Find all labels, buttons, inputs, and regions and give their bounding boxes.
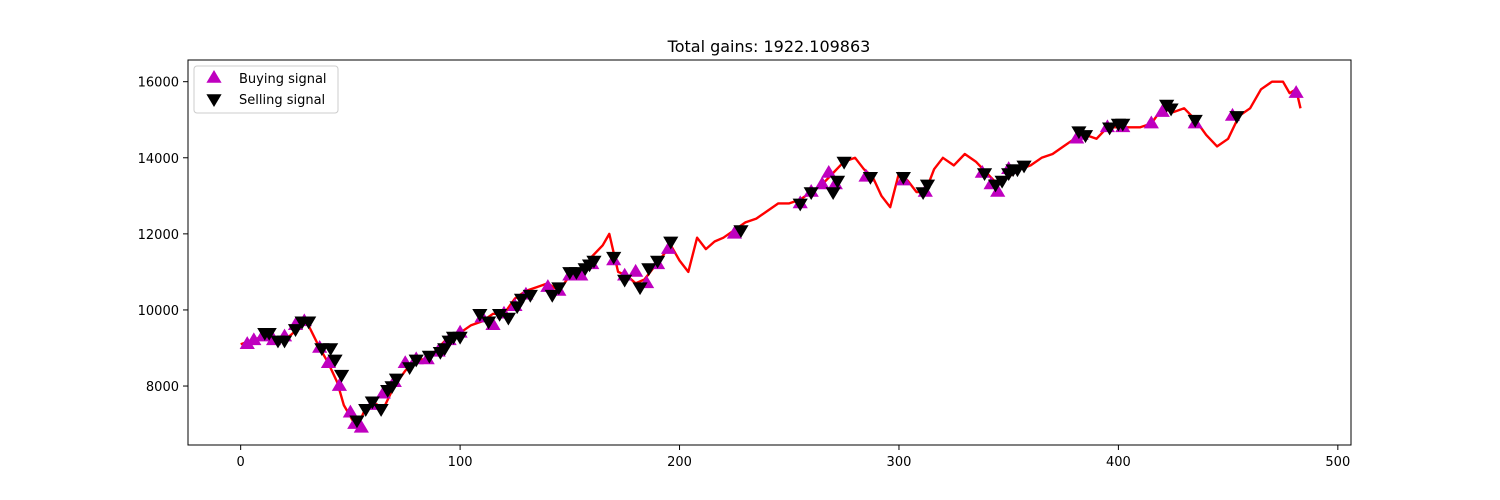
buy-signal-marker (342, 404, 358, 418)
y-tick-label: 14000 (138, 152, 179, 167)
sell-signal-marker (373, 404, 389, 417)
x-tick-label: 300 (887, 455, 912, 470)
buy-signal-marker (1154, 104, 1170, 117)
sell-signal-marker (513, 293, 530, 307)
sell-signal-marker (327, 354, 343, 368)
y-tick-label: 8000 (146, 380, 179, 395)
sell-signal-marker (301, 316, 317, 330)
buy-signal-marker (353, 419, 369, 433)
sell-signal-marker (632, 282, 648, 296)
sell-signal-marker (606, 251, 622, 265)
sell-signal-marker (1187, 114, 1203, 128)
buy-signal-marker (660, 241, 677, 254)
legend-buy-label: Buying signal (239, 72, 327, 87)
x-tick-label: 200 (667, 455, 692, 470)
y-axis: 8000 10000 12000 14000 16000 (138, 76, 188, 395)
sell-signal-marker (1229, 111, 1245, 124)
x-tick-label: 400 (1106, 455, 1131, 470)
x-tick-label: 100 (448, 455, 473, 470)
sell-signal-marker (551, 282, 567, 296)
sell-signal-marker (349, 415, 365, 429)
sell-signal-marker (261, 327, 277, 341)
buy-signal-marker (1143, 115, 1159, 129)
sell-signal-marker (1102, 122, 1118, 136)
sell-signal-marker (919, 179, 936, 193)
y-tick-label: 12000 (138, 228, 179, 243)
legend-sell-label: Selling signal (239, 93, 325, 108)
buy-signal-marker (331, 378, 348, 391)
sell-signal-marker (895, 171, 911, 185)
sell-signal-marker (994, 175, 1010, 189)
buy-signal-marker (1288, 85, 1304, 98)
sell-signal-marker (649, 255, 666, 269)
sell-signal-marker (829, 175, 846, 189)
sell-signal-marker (1163, 103, 1179, 117)
buy-signal-marker (814, 176, 830, 190)
sell-signal-marker (358, 404, 374, 417)
buy-signal-marker (540, 279, 556, 292)
sell-signal-marker (641, 263, 657, 277)
sell-signal-marker (334, 369, 350, 383)
legend-frame (193, 65, 339, 114)
sell-signal-marker (388, 373, 405, 387)
sell-signal-marker (825, 187, 841, 201)
sell-signal-marker (733, 225, 749, 239)
sell-signal-marker (276, 335, 293, 349)
sell-signal-marker (402, 362, 418, 376)
buy-signal-marker (239, 336, 255, 349)
buy-signal-marker (628, 263, 644, 277)
sell-signal-marker (792, 198, 808, 212)
sell-signal-marker (323, 343, 339, 356)
sell-signal-marker (408, 354, 424, 368)
x-tick-label: 0 (237, 455, 245, 470)
sell-signal-marker (663, 236, 679, 250)
sell-signal-marker (862, 171, 879, 185)
signal-markers (239, 85, 1304, 433)
x-axis: 0 100 200 300 400 500 (237, 445, 1350, 470)
y-tick-label: 16000 (138, 76, 179, 91)
sell-signal-marker (421, 350, 437, 364)
sell-signal-marker (803, 187, 819, 201)
sell-signal-marker (287, 324, 304, 337)
sell-signal-marker (1016, 160, 1032, 174)
sell-signal-marker (1071, 126, 1087, 140)
buy-signal-marker (726, 225, 742, 239)
sell-signal-marker (1115, 118, 1131, 132)
plot-frame (187, 59, 1352, 446)
chart-title: Total gains: 1922.109863 (667, 37, 871, 56)
sell-signal-marker (522, 289, 538, 303)
sell-signal-marker (500, 312, 516, 326)
sell-signal-marker (364, 396, 380, 410)
legend-buy-marker (206, 70, 222, 83)
legend: Buying signal Selling signal (193, 65, 339, 114)
sell-signal-marker (617, 274, 633, 288)
sell-signal-marker (836, 156, 852, 170)
sell-signal-marker (472, 308, 488, 322)
x-tick-label: 500 (1325, 455, 1350, 470)
y-tick-label: 10000 (138, 304, 179, 319)
buy-signal-marker (246, 332, 262, 346)
sell-signal-marker (1077, 130, 1094, 143)
sell-signal-marker (568, 267, 584, 280)
buy-signal-marker (320, 355, 337, 369)
buy-signal-marker (990, 184, 1006, 197)
buy-signal-marker (821, 164, 837, 178)
sell-signal-marker (481, 316, 497, 330)
sell-signal-marker (544, 289, 560, 303)
sell-signal-marker (586, 255, 602, 269)
sell-signal-marker (976, 168, 993, 181)
sell-signal-marker (491, 308, 508, 322)
legend-sell-marker (206, 94, 222, 107)
sell-signal-marker (452, 331, 468, 345)
